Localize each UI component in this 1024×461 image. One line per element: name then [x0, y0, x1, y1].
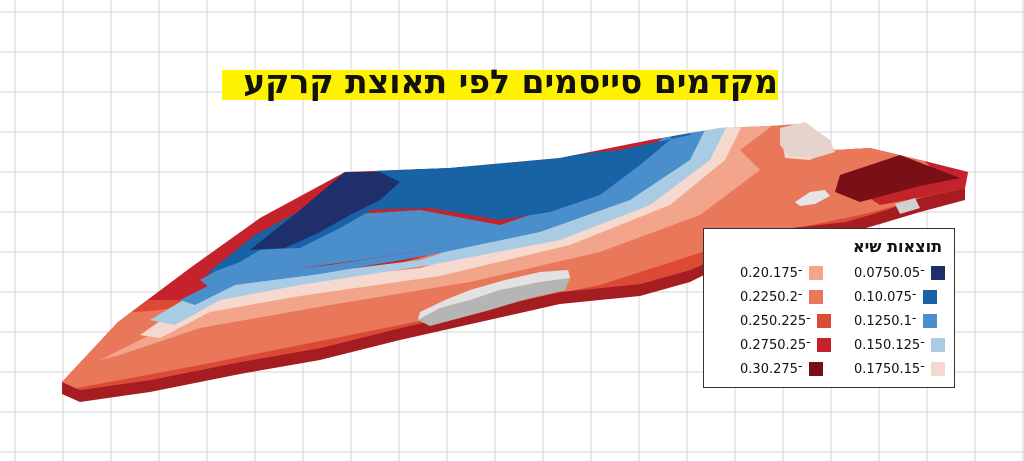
legend-swatch: [816, 338, 831, 352]
legend-swatch: [922, 290, 937, 304]
legend-item-label: 0.3־0.275: [740, 361, 803, 377]
legend-item-label: 0.225־0.2: [740, 289, 803, 305]
legend-swatch: [922, 314, 937, 328]
map-title: מקדמים סייסמים לפי תאוצת קרקע: [243, 62, 778, 101]
map-extrusion: [62, 188, 965, 402]
legend-item-label: 0.075־0.05: [854, 265, 925, 281]
legend-swatch: [930, 338, 945, 352]
legend-item: 0.075־0.05: [854, 263, 945, 283]
legend-item-label: 0.125־0.1: [854, 313, 917, 329]
legend-item-label: 0.2־0.175: [740, 265, 803, 281]
legend-swatch: [930, 266, 945, 280]
legend-item: 0.3־0.275: [740, 359, 823, 379]
legend-item-label: 0.175־0.15: [854, 361, 925, 377]
legend-item: 0.2־0.175: [740, 263, 823, 283]
legend-item: 0.225־0.2: [740, 287, 823, 307]
legend-item-label: 0.25־0.225: [740, 313, 811, 329]
legend-swatch: [808, 290, 823, 304]
legend-item: 0.15־0.125: [854, 335, 945, 355]
legend-swatch: [808, 266, 823, 280]
title-block: מקדמים סייסמים לפי תאוצת קרקע: [222, 62, 782, 102]
legend-swatch: [930, 362, 945, 376]
legend-item-label: 0.1־0.075: [854, 289, 917, 305]
legend: תוצאות שיא 0.075־0.05 0.1־0.075 0.125־0.…: [703, 228, 955, 388]
excluded-areas: [418, 122, 920, 326]
legend-item: 0.275־0.25: [740, 335, 831, 355]
title-highlight: [222, 70, 778, 100]
legend-item-label: 0.275־0.25: [740, 337, 811, 353]
legend-swatch: [808, 362, 823, 376]
legend-title: תוצאות שיא: [853, 237, 942, 256]
legend-item: 0.25־0.225: [740, 311, 831, 331]
legend-item: 0.175־0.15: [854, 359, 945, 379]
legend-item: 0.1־0.075: [854, 287, 937, 307]
legend-swatch: [816, 314, 831, 328]
legend-item: 0.125־0.1: [854, 311, 937, 331]
legend-item-label: 0.15־0.125: [854, 337, 925, 353]
